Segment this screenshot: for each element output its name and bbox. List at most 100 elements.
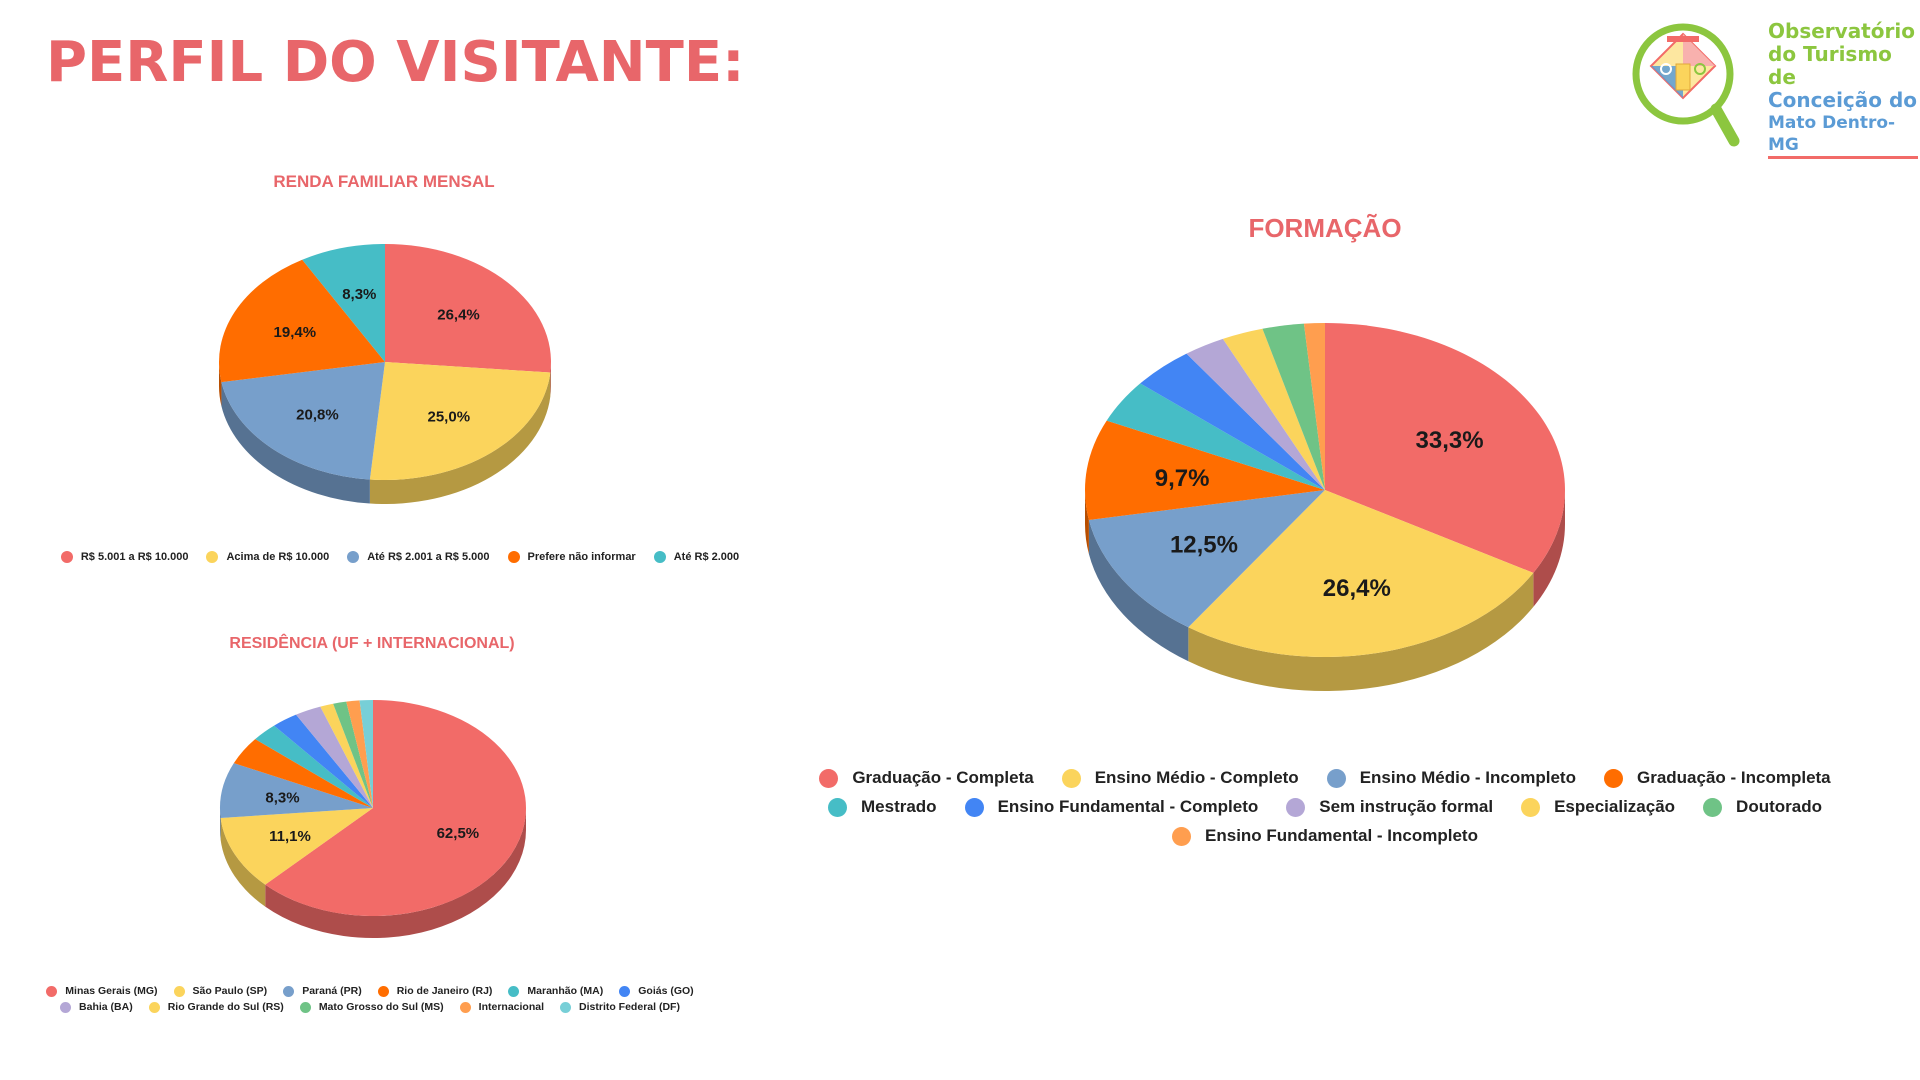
legend-label: Goiás (GO) — [638, 985, 694, 997]
legend-color-dot — [60, 551, 73, 563]
pie-slice — [320, 703, 373, 808]
legend-item: São Paulo (SP) — [173, 985, 268, 997]
formacao-legend: Graduação - Completa Ensino Médio - Compl… — [815, 768, 1835, 846]
legend-item: Doutorado — [1703, 797, 1822, 817]
logo-text-line: Conceição do — [1768, 88, 1918, 112]
legend-color-dot — [1521, 797, 1541, 817]
pie-slice-side — [1088, 519, 1189, 662]
pie-slice — [1222, 328, 1325, 490]
formacao-pie-chart: 33,3% 26,4% 12,5% 9,7% — [1085, 323, 1565, 692]
legend-label: Graduação - Completa — [852, 768, 1034, 787]
legend-item: Ensino Fundamental - Incompleto — [1172, 826, 1478, 846]
legend-color-dot — [1603, 768, 1623, 788]
legend-item: Prefere não informar — [507, 551, 636, 563]
pie-slice — [274, 714, 373, 808]
legend-item: Especialização — [1521, 797, 1675, 817]
pie-slice-side — [220, 817, 266, 907]
legend-item: Maranhão (MA) — [508, 985, 603, 997]
pie-slice-side — [219, 362, 222, 407]
legend-item: Mestrado — [828, 797, 937, 817]
pie-slice-side — [265, 808, 526, 938]
legend-label: São Paulo (SP) — [192, 985, 268, 997]
pie-slice-label: 8,3% — [342, 286, 376, 303]
pie-slice — [359, 700, 373, 808]
legend-color-dot — [377, 985, 389, 997]
legend-label: Distrito Federal (DF) — [579, 1001, 680, 1013]
renda-pie-chart: 26,4% 25,0% 20,8% 19,4% 8,3% — [219, 244, 551, 504]
legend-color-dot — [173, 985, 185, 997]
legend-item: Minas Gerais (MG) — [46, 985, 158, 997]
pie-slice — [221, 362, 385, 480]
legend-label: Internacional — [478, 1001, 545, 1013]
pie-slice — [333, 701, 373, 808]
legend-color-dot — [828, 797, 847, 817]
pie-slice — [219, 259, 385, 383]
legend-label: Prefere não informar — [527, 551, 636, 563]
legend-label: Maranhão (MA) — [527, 985, 604, 997]
legend-item: Acima de R$ 10.000 — [206, 551, 329, 563]
legend-color-dot — [60, 1001, 72, 1013]
pie-slice-side — [220, 808, 221, 840]
legend-item: Graduação - Incompleta — [1603, 768, 1831, 788]
legend-item: Mato Grosso do Sul (MS) — [299, 1001, 444, 1013]
legend-label: Sem instrução formal — [1319, 797, 1494, 816]
residencia-legend: Minas Gerais (MG) São Paulo (SP) Paraná (P… — [30, 985, 710, 1013]
pie-slice — [385, 244, 551, 373]
legend-label: Mestrado — [861, 797, 937, 816]
residencia-pie-chart: 62,5% 11,1% 8,3% — [220, 700, 526, 938]
pie-slice-side — [550, 362, 551, 397]
pie-slice — [1140, 353, 1325, 490]
legend-label: Graduação - Incompleta — [1636, 768, 1831, 787]
legend-item: Distrito Federal (DF) — [560, 1001, 680, 1013]
pie-slice — [296, 706, 373, 808]
legend-label: Ensino Médio - Completo — [1094, 768, 1299, 787]
legend-color-dot — [819, 768, 839, 788]
pie-slice — [255, 725, 373, 808]
pie-slice-label: 8,3% — [265, 789, 299, 806]
legend-label: Doutorado — [1736, 797, 1822, 816]
pie-slice — [1262, 323, 1325, 490]
legend-label: Rio Grande do Sul (RS) — [167, 1001, 284, 1013]
legend-color-dot — [1703, 797, 1723, 817]
renda-legend: R$ 5.001 a R$ 10.000 Acima de R$ 10.000 At… — [30, 551, 770, 563]
pie-slice — [265, 700, 526, 916]
legend-item: Ensino Médio - Incompleto — [1326, 768, 1576, 788]
pie-slice-side — [369, 372, 551, 504]
pie-slice-label: 25,0% — [428, 409, 471, 426]
legend-color-dot — [508, 985, 520, 997]
logo-text-line: Observatório — [1768, 19, 1915, 43]
legend-color-dot — [653, 551, 666, 563]
legend-color-dot — [283, 985, 295, 997]
legend-label: Até R$ 2.000 — [673, 551, 740, 563]
legend-color-dot — [619, 985, 631, 997]
pie-slice — [233, 739, 373, 808]
legend-item: Até R$ 2.001 a R$ 5.000 — [347, 551, 490, 563]
pie-slice-label: 26,4% — [437, 306, 480, 323]
legend-item: Até R$ 2.000 — [653, 551, 740, 563]
pie-slice-label: 11,1% — [269, 828, 311, 845]
legend-item: Rio Grande do Sul (RS) — [148, 1001, 284, 1013]
legend-label: Ensino Fundamental - Completo — [997, 797, 1259, 816]
pie-slice — [346, 700, 373, 808]
observatorio-logo: Observatório do Turismo de Conceição do … — [1628, 14, 1918, 159]
legend-color-dot — [299, 1001, 311, 1013]
legend-color-dot — [46, 985, 58, 997]
legend-label: Até R$ 2.001 a R$ 5.000 — [367, 551, 490, 563]
pie-slice — [1186, 338, 1325, 490]
pie-slice — [1303, 323, 1325, 490]
formacao-chart-title: FORMAÇÃO — [1248, 213, 1402, 243]
legend-label: Bahia (BA) — [79, 1001, 133, 1013]
legend-color-dot — [964, 797, 984, 817]
legend-item: Ensino Fundamental - Completo — [964, 797, 1259, 817]
logo-text-line: do Turismo de — [1768, 42, 1892, 89]
pie-slice-side — [1085, 490, 1089, 554]
pie-slice-label: 62,5% — [437, 825, 480, 842]
pie-slice — [1188, 490, 1534, 657]
page-title: PERFIL DO VISITANTE: — [46, 30, 745, 95]
residencia-chart-title: RESIDÊNCIA (UF + INTERNACIONAL) — [229, 635, 515, 652]
legend-color-dot — [1286, 797, 1306, 817]
legend-color-dot — [507, 551, 520, 563]
legend-color-dot — [560, 1001, 572, 1013]
legend-label: Acima de R$ 10.000 — [226, 551, 330, 563]
pie-slice — [302, 244, 385, 362]
